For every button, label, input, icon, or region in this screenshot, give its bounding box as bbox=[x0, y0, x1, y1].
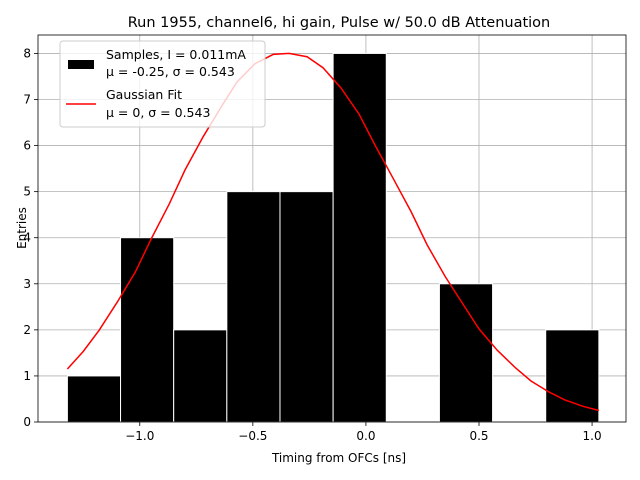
histogram-bar bbox=[279, 191, 334, 423]
gaussian-fit-line bbox=[66, 52, 600, 412]
histogram-bar bbox=[545, 329, 600, 423]
y-tick-label: 2 bbox=[23, 323, 31, 337]
legend-histogram-label-line1: Samples, I = 0.011mA bbox=[106, 47, 246, 62]
plot-frame bbox=[37, 34, 627, 423]
y-tick-label: 1 bbox=[23, 369, 31, 383]
histogram-bars bbox=[66, 52, 600, 423]
histogram-bar bbox=[438, 283, 494, 423]
x-tick-label: −1.0 bbox=[125, 429, 154, 443]
x-tick-label: 0.5 bbox=[469, 429, 488, 443]
legend-histogram-label-line2: μ = -0.25, σ = 0.543 bbox=[106, 64, 235, 79]
y-tick-label: 3 bbox=[23, 277, 31, 291]
y-axis-label: Entries bbox=[15, 207, 29, 249]
y-tick-label: 0 bbox=[23, 415, 31, 429]
x-tick-label: −0.5 bbox=[238, 429, 267, 443]
legend-histogram-swatch bbox=[68, 60, 94, 69]
x-axis-label: Timing from OFCs [ns] bbox=[271, 451, 406, 465]
y-tick-label: 6 bbox=[23, 139, 31, 153]
legend-fit-label-line1: Gaussian Fit bbox=[106, 87, 182, 102]
histogram-bar bbox=[120, 237, 175, 423]
y-tick-label: 4 bbox=[23, 231, 31, 245]
x-axis-ticks: −1.0 −0.5 0.0 0.5 1.0 bbox=[125, 422, 602, 443]
legend-box bbox=[59, 40, 266, 128]
histogram-bar bbox=[66, 375, 122, 423]
x-tick-label: 1.0 bbox=[583, 429, 602, 443]
y-tick-label: 8 bbox=[23, 46, 31, 60]
histogram-bar bbox=[332, 52, 387, 423]
y-tick-label: 7 bbox=[23, 93, 31, 107]
histogram-bar bbox=[173, 329, 228, 423]
legend: Samples, I = 0.011mA μ = -0.25, σ = 0.54… bbox=[59, 40, 266, 128]
gaussian-fit bbox=[66, 52, 600, 412]
chart-title: Run 1955, channel6, hi gain, Pulse w/ 50… bbox=[128, 15, 551, 31]
y-axis-ticks: 0 1 2 3 4 5 6 7 8 bbox=[23, 46, 38, 429]
x-tick-label: 0.0 bbox=[356, 429, 375, 443]
legend-fit-label-line2: μ = 0, σ = 0.543 bbox=[106, 105, 210, 120]
histogram-bar bbox=[226, 191, 281, 423]
y-tick-label: 5 bbox=[23, 185, 31, 199]
